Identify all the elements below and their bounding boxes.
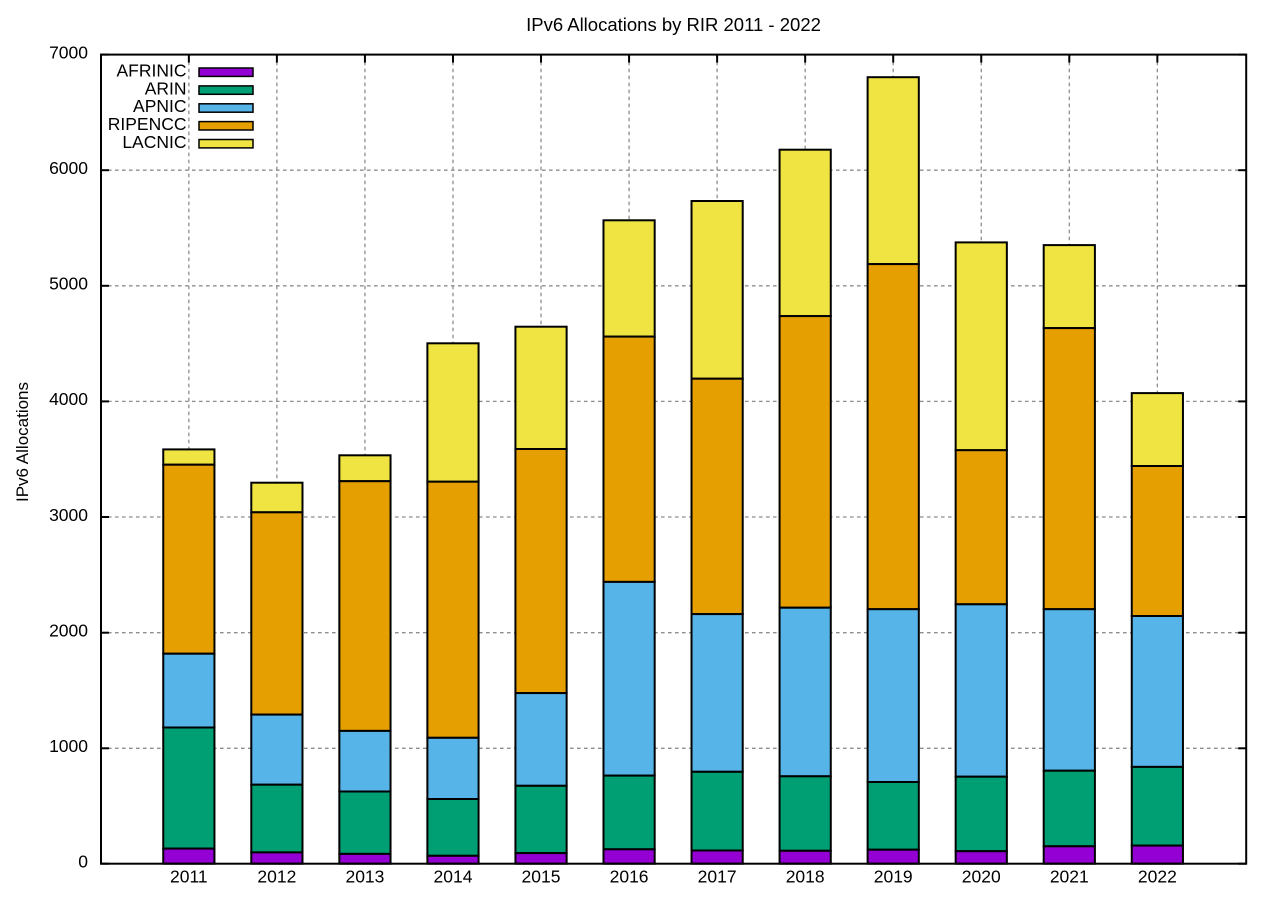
svg-text:2014: 2014: [434, 866, 473, 886]
svg-text:2012: 2012: [257, 866, 296, 886]
svg-text:5000: 5000: [49, 274, 88, 294]
svg-text:2019: 2019: [874, 866, 913, 886]
svg-text:2022: 2022: [1138, 866, 1177, 886]
svg-text:2011: 2011: [170, 866, 208, 886]
svg-text:APNIC: APNIC: [133, 96, 186, 116]
svg-text:3000: 3000: [49, 505, 88, 525]
svg-text:2016: 2016: [610, 866, 649, 886]
svg-text:4000: 4000: [49, 389, 88, 409]
svg-text:2013: 2013: [345, 866, 384, 886]
svg-text:2018: 2018: [786, 866, 825, 886]
svg-text:LACNIC: LACNIC: [122, 132, 186, 152]
svg-text:RIPENCC: RIPENCC: [108, 114, 187, 134]
svg-text:IPv6 Allocations by RIR 2011 -: IPv6 Allocations by RIR 2011 - 2022: [526, 14, 821, 35]
svg-text:2015: 2015: [522, 866, 561, 886]
svg-text:2017: 2017: [698, 866, 737, 886]
svg-text:6000: 6000: [49, 158, 88, 178]
svg-text:ARIN: ARIN: [145, 78, 187, 98]
svg-text:7000: 7000: [49, 42, 88, 62]
svg-text:1000: 1000: [49, 736, 88, 756]
svg-text:0: 0: [78, 852, 88, 872]
svg-text:2021: 2021: [1050, 866, 1089, 886]
svg-text:2020: 2020: [962, 866, 1001, 886]
svg-text:2000: 2000: [49, 621, 88, 641]
svg-text:IPv6 Allocations: IPv6 Allocations: [13, 382, 32, 502]
svg-text:AFRINIC: AFRINIC: [117, 61, 187, 81]
